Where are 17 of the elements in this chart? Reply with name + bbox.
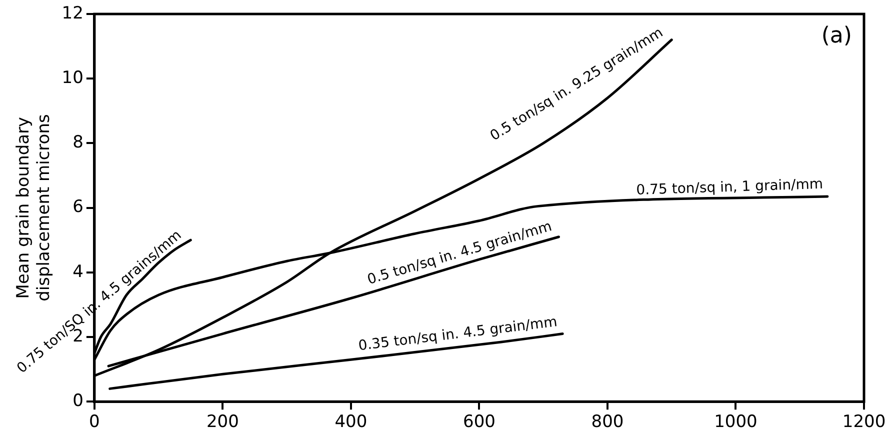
y-tick-label: 6: [72, 197, 84, 218]
y-tick-label: 0: [72, 391, 84, 412]
x-tick-label: 1000: [714, 412, 758, 432]
y-axis-title: Mean grain boundary displacement microns: [14, 114, 54, 302]
text: 0.35 ton/sq in. 4.5 grain/mm: [358, 314, 558, 354]
x-tick-label: 0: [89, 412, 100, 432]
series-label: 0.75 ton/sq in, 1 grain/mm: [636, 176, 824, 199]
annotation: (a): [821, 24, 852, 49]
x-tick-label: 600: [462, 412, 496, 432]
x-tick-label: 400: [334, 412, 368, 432]
x-tick-label: 800: [591, 412, 624, 432]
x-tick-label: 200: [206, 412, 239, 432]
y-tick-label: 8: [72, 132, 84, 153]
y-tick-label: 4: [72, 262, 84, 282]
x-tick-label: 1200: [842, 412, 886, 432]
y-tick-label: 12: [62, 3, 84, 24]
y-tick-label: 10: [62, 68, 84, 88]
